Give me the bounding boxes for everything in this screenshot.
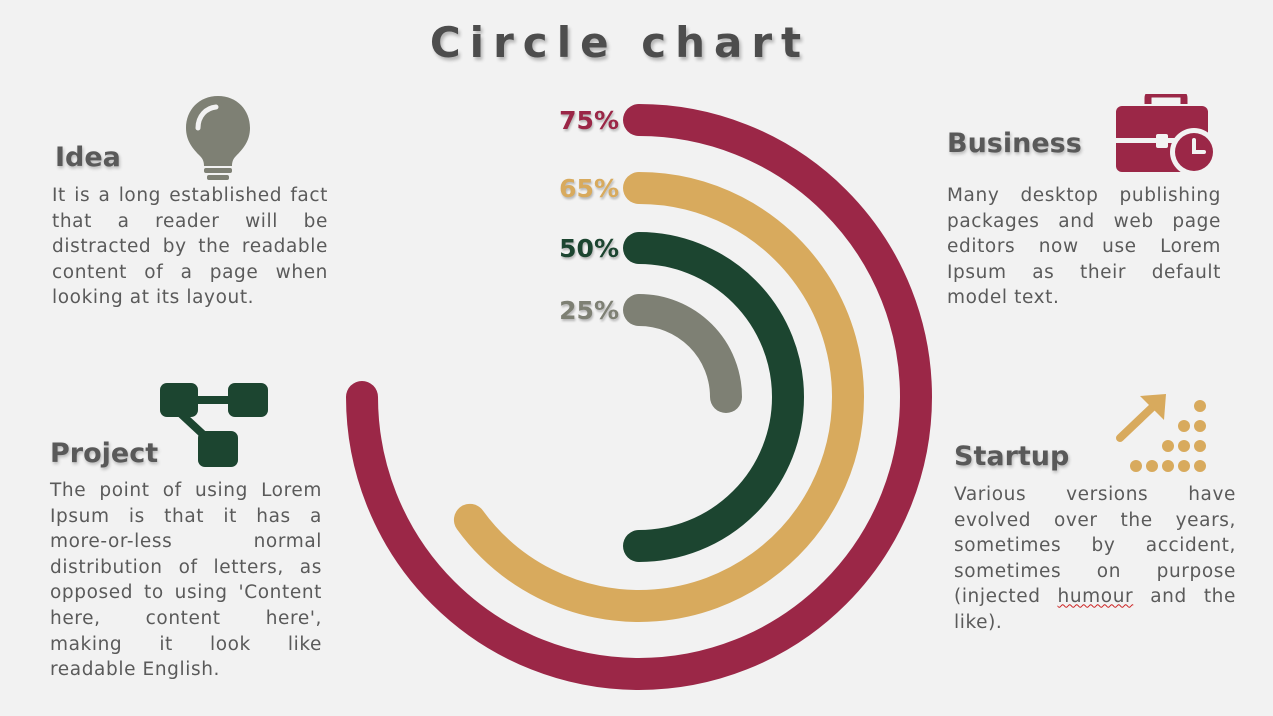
arc-label-75: 75% (559, 106, 619, 135)
business-text: Many desktop publishing packages and web… (947, 185, 1221, 309)
lightbulb-icon (186, 96, 250, 180)
idea-heading: Idea (55, 142, 121, 173)
startup-text-end: and the like). (954, 586, 1236, 633)
arc-label-50: 50% (559, 234, 619, 263)
growth-arrow-icon (1116, 394, 1206, 472)
startup-text-marked-word: humour (1057, 586, 1134, 608)
briefcase-clock-icon (1116, 94, 1218, 176)
flowchart-icon (160, 383, 268, 467)
arc-65 (453, 172, 864, 622)
arc-75 (346, 104, 932, 690)
arc-label-25: 25% (559, 296, 619, 325)
startup-text-start: Various versions have evolved over the y… (954, 484, 1236, 608)
startup-heading: Startup (954, 441, 1070, 472)
project-heading: Project (50, 438, 159, 469)
startup-text: Various versions have evolved over the y… (954, 482, 1236, 636)
arc-25 (623, 294, 742, 413)
arc-label-65: 65% (559, 174, 619, 203)
project-text: The point of using Lorem Ipsum is that i… (50, 480, 322, 681)
chart-arcs (346, 104, 932, 690)
arc-50 (623, 232, 804, 562)
idea-text: It is a long established fact that a rea… (52, 185, 328, 309)
business-heading: Business (947, 128, 1082, 159)
chart-labels: 75% 65% 50% 25% (559, 106, 619, 325)
page-title: Circle chart (429, 18, 811, 67)
